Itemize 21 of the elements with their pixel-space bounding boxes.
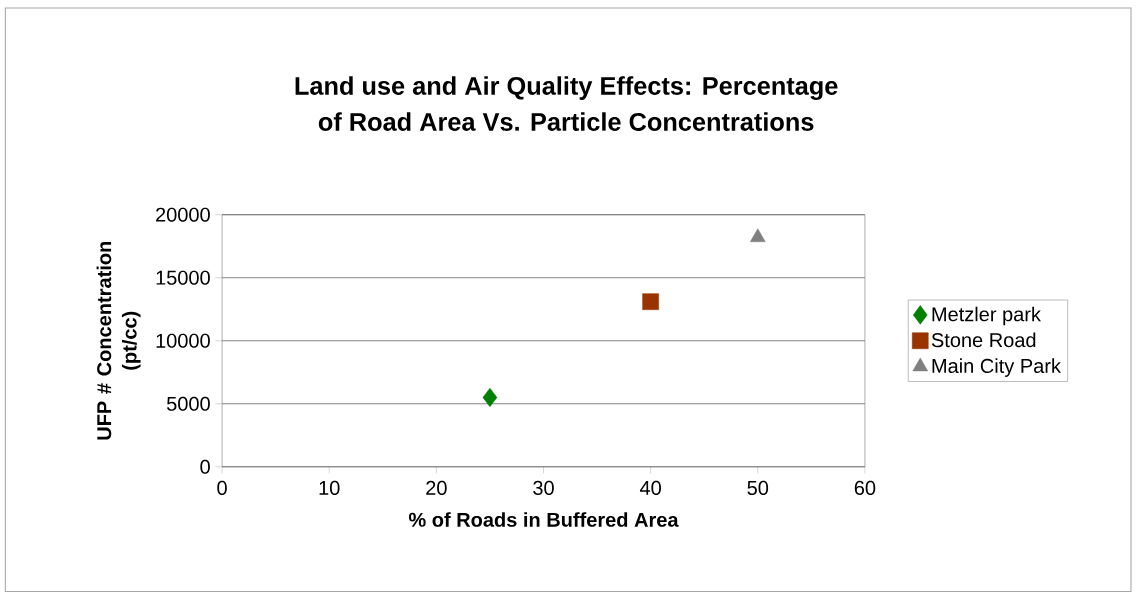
chart-title: Land use and Air Quality Effects: Percentage of Road Area Vs. Particle Concentrations bbox=[295, 76, 838, 131]
x-tick-label: 60 bbox=[854, 480, 876, 495]
y-tick-label: 15000 bbox=[156, 270, 210, 285]
point bbox=[642, 293, 659, 310]
legend-label: Stone Road bbox=[931, 332, 1036, 348]
x-tick-label: 30 bbox=[533, 480, 554, 495]
y-axis-title: UFP # Concentration (pt/cc) bbox=[96, 241, 141, 440]
y-tick-label: 20000 bbox=[156, 207, 210, 222]
y-tick-label: 0 bbox=[200, 459, 210, 474]
point bbox=[750, 228, 766, 242]
legend-label: Metzler park bbox=[932, 306, 1041, 326]
x-tick-label: 40 bbox=[639, 480, 661, 495]
point bbox=[482, 387, 498, 407]
x-tick-label: 10 bbox=[319, 480, 340, 495]
x-axis-title: % of Roads in Buffered Area bbox=[408, 512, 679, 527]
x-tick-label: 50 bbox=[747, 480, 769, 495]
x-tick-label: 20 bbox=[426, 480, 447, 495]
y-tick-label: 5000 bbox=[166, 396, 210, 411]
legend-label: Main City Park bbox=[932, 358, 1061, 377]
y-tick-label: 10000 bbox=[156, 333, 210, 348]
x-tick-label: 0 bbox=[217, 480, 227, 495]
